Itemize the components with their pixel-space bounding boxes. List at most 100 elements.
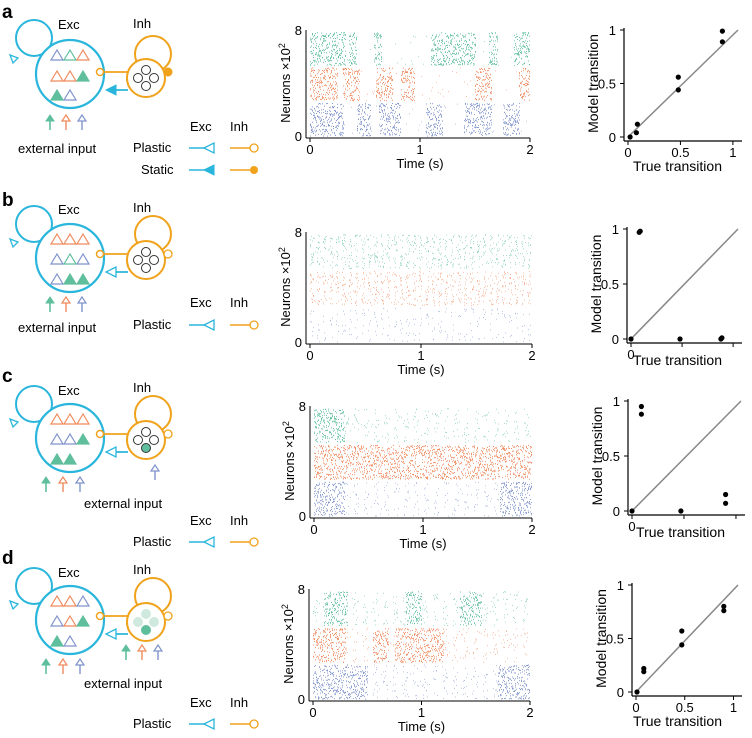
spike-dot [502, 296, 503, 298]
spike-dot [310, 39, 311, 41]
spike-dot [471, 105, 472, 107]
spike-dot [409, 302, 410, 304]
spike-dot [364, 278, 365, 280]
spike-dot [320, 130, 321, 132]
spike-dot [451, 255, 452, 257]
spike-dot [475, 37, 476, 39]
spike-dot [330, 76, 331, 78]
spike-dot [438, 36, 439, 38]
spike-dot [376, 493, 377, 495]
spike-dot [421, 252, 422, 254]
spike-dot [380, 44, 381, 46]
spike-dot [329, 483, 330, 485]
spike-dot [351, 303, 352, 305]
spike-dot [432, 57, 433, 59]
spike-dot [527, 35, 528, 37]
spike-dot [364, 312, 365, 314]
spike-dot [358, 280, 359, 281]
spike-dot [466, 298, 467, 300]
spike-dot [339, 133, 340, 135]
spike-dot [448, 515, 449, 517]
spike-dot [444, 61, 445, 63]
spike-dot [455, 281, 456, 283]
spike-dot [509, 119, 510, 121]
spike-dot [401, 58, 402, 60]
spike-dot [313, 279, 314, 281]
spike-dot [324, 247, 325, 248]
spike-dot [311, 80, 312, 81]
spike-dot [377, 489, 378, 491]
spike-dot [407, 274, 408, 276]
spike-dot [482, 134, 483, 136]
spike-dot [445, 33, 446, 34]
spike-dot [514, 53, 515, 55]
spike-dot [523, 96, 524, 97]
inh-label: Inh [133, 16, 151, 31]
spike-dot [385, 87, 386, 89]
spike-dot [346, 83, 347, 85]
spike-dot [332, 131, 333, 133]
spike-dot [432, 35, 433, 36]
spike-dot [320, 476, 321, 478]
spike-dot [402, 240, 403, 242]
spike-dot [331, 64, 332, 66]
spike-dot [330, 490, 331, 491]
spike-dot [514, 60, 515, 62]
spike-dot [394, 326, 395, 328]
spike-dot [479, 300, 480, 302]
y-tick-label: 8 [295, 225, 302, 240]
spike-dot [394, 281, 395, 283]
spike-dot [381, 86, 382, 88]
spike-dot [415, 265, 416, 266]
spike-dot [455, 44, 456, 46]
spike-dot [445, 240, 446, 242]
spike-dot [352, 132, 353, 134]
spike-dot [433, 124, 434, 126]
spike-dot [492, 33, 493, 35]
spike-dot [492, 279, 493, 281]
spike-dot [431, 112, 432, 114]
spike-dot [332, 46, 333, 48]
spike-dot [381, 58, 382, 60]
spike-dot [477, 76, 478, 78]
spike-dot [465, 34, 466, 36]
spike-dot [515, 294, 516, 296]
spike-dot [414, 339, 415, 341]
spike-dot [519, 102, 520, 104]
spike-dot [397, 250, 398, 252]
spike-dot [416, 245, 417, 247]
spike-dot [529, 78, 530, 80]
spike-dot [355, 291, 356, 293]
spike-dot [519, 110, 520, 112]
spike-dot [331, 324, 332, 326]
spike-dot [478, 250, 479, 252]
spike-dot [420, 268, 421, 270]
spike-dot [341, 39, 342, 41]
spike-dot [484, 245, 485, 246]
spike-dot [485, 78, 486, 80]
spike-dot [359, 123, 360, 125]
spike-dot [407, 79, 408, 81]
spike-dot [505, 277, 506, 279]
spike-dot [376, 515, 377, 517]
spike-dot [426, 127, 427, 129]
spike-dot [428, 499, 429, 501]
spike-dot [320, 251, 321, 253]
spike-dot [530, 487, 531, 489]
spike-dot [335, 43, 336, 45]
spike-dot [437, 40, 438, 42]
spike-dot [380, 273, 381, 275]
legend-col-inh: Inh [230, 295, 248, 310]
spike-dot [426, 299, 427, 301]
spike-dot [503, 263, 504, 265]
spike-dot [374, 287, 375, 289]
spike-dot [370, 261, 371, 263]
y-label-base: 10 [278, 252, 293, 266]
spike-dot [369, 282, 370, 284]
spike-dot [394, 240, 395, 242]
spike-dot [320, 88, 321, 90]
spike-dot [454, 53, 455, 55]
spike-dot [435, 64, 436, 66]
spike-dot [507, 507, 508, 509]
exc-static-synapse-icon [104, 84, 117, 96]
